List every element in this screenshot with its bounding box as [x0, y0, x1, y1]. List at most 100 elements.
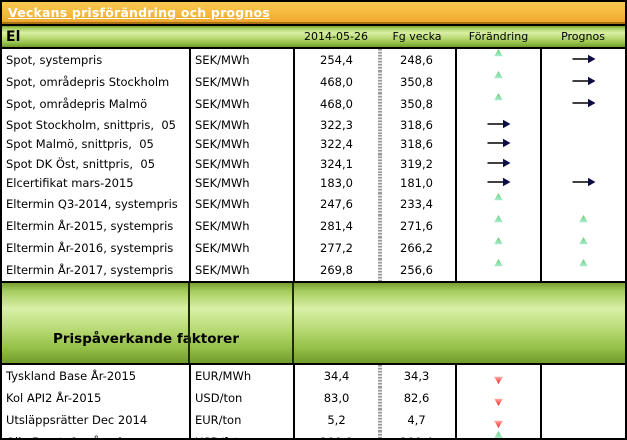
table-row: Elcertifikat mars-2015 SEK/MWh 183,0 181,0	[2, 173, 625, 193]
change-cell	[455, 71, 541, 93]
table-row: Spot, systempris SEK/MWh 254,4 248,6	[2, 48, 625, 71]
right-arrow-icon	[487, 119, 511, 129]
section-el-rows: Spot, systempris SEK/MWh 254,4 248,6 Spot, o…	[2, 48, 625, 282]
change-cell	[455, 237, 541, 259]
current-value: 109,9	[293, 431, 378, 438]
section-faktorer-header: Prispåverkande faktorer	[2, 281, 625, 365]
prognosis-cell	[540, 48, 625, 71]
column-header-prognosis: Prognos	[541, 24, 625, 49]
table-row: Utsläppsrätter Dec 2014 EUR/ton 5,2 4,7	[2, 409, 625, 431]
change-cell	[455, 409, 541, 431]
change-cell	[455, 431, 541, 438]
prognosis-cell	[540, 259, 625, 282]
prognosis-cell	[540, 173, 625, 193]
current-value: 468,0	[293, 93, 378, 115]
table-row: Kol API2 År-2015 USD/ton 83,0 82,6	[2, 387, 625, 409]
up-arrow-icon	[493, 49, 504, 68]
row-unit: SEK/MWh	[189, 173, 294, 193]
current-value: 322,3	[293, 115, 378, 135]
row-label: Spot Malmö, snittpris, 05	[6, 137, 154, 152]
previous-value: 256,6	[378, 259, 456, 282]
row-unit: SEK/MWh	[189, 154, 294, 174]
row-unit: SEK/MWh	[189, 134, 294, 154]
current-value: 254,4	[293, 48, 378, 71]
change-cell	[455, 134, 541, 154]
change-cell	[455, 259, 541, 282]
change-cell	[455, 173, 541, 193]
table-header-row: El 2014-05-26 Fg vecka Förändring Progno…	[2, 24, 625, 49]
section-faktorer-label: Prispåverkande faktorer	[2, 281, 625, 365]
prognosis-cell	[540, 215, 625, 237]
up-arrow-icon	[493, 259, 504, 278]
table-row: Spot DK Öst, snittpris, 05 SEK/MWh 324,1 31…	[2, 154, 625, 174]
section-el-label: El	[2, 24, 294, 49]
right-arrow-icon	[572, 54, 596, 64]
table-row: Tyskland Base År-2015 EUR/MWh 34,4 34,3	[2, 364, 625, 387]
current-value: 277,2	[293, 237, 378, 259]
row-label: Tyskland Base År-2015	[6, 369, 137, 383]
prognosis-cell	[540, 409, 625, 431]
table-row: Spot, områdepris Malmö SEK/MWh 468,0 350,8	[2, 93, 625, 115]
table-row: Eltermin År-2015, systempris SEK/MWh 281,4…	[2, 215, 625, 237]
column-header-date: 2014-05-26	[294, 24, 378, 49]
column-header-change: Förändring	[456, 24, 541, 49]
row-label: Eltermin År-2015, systempris	[6, 219, 174, 233]
table-row: Spot Stockholm, snittpris, 05 SEK/MWh 322,…	[2, 115, 625, 135]
up-arrow-icon	[578, 215, 589, 234]
prognosis-cell	[540, 364, 625, 387]
prognosis-cell	[540, 387, 625, 409]
right-arrow-icon	[572, 177, 596, 187]
previous-value: 248,6	[378, 48, 456, 71]
change-cell	[455, 364, 541, 387]
row-unit: USD/ton	[189, 387, 294, 409]
up-arrow-icon	[493, 93, 504, 112]
section-header-row: Prispåverkande faktorer	[2, 281, 625, 365]
table-row: Olja Brent, 1 månadUSD/fat109,9109,4	[2, 431, 625, 438]
previous-value: 82,6	[378, 387, 456, 409]
prognosis-cell	[540, 431, 625, 438]
row-unit: SEK/MWh	[189, 237, 294, 259]
table-row: Eltermin År-2017, systempris SEK/MWh 269,8…	[2, 259, 625, 282]
current-value: 5,2	[293, 409, 378, 431]
row-unit: SEK/MWh	[189, 259, 294, 282]
row-label: Eltermin År-2017, systempris	[6, 263, 174, 277]
right-arrow-icon	[487, 138, 511, 148]
row-label: Spot, systempris	[6, 53, 103, 67]
row-label: Olja Brent, 1 månad	[2, 431, 190, 438]
up-arrow-icon	[578, 237, 589, 256]
row-label: Eltermin År-2016, systempris	[6, 241, 174, 255]
previous-value: 318,6	[378, 115, 456, 135]
table-row: Spot, områdepris Stockholm SEK/MWh 468,0 35…	[2, 71, 625, 93]
right-arrow-icon	[572, 98, 596, 108]
up-arrow-icon	[493, 193, 504, 212]
section-faktorer-title: Prispåverkande faktorer	[53, 331, 239, 347]
change-cell	[455, 387, 541, 409]
row-unit: USD/fat	[189, 431, 294, 438]
prognosis-cell	[540, 237, 625, 259]
change-cell	[455, 193, 541, 215]
row-label: Spot Stockholm, snittpris, 05	[6, 117, 176, 132]
section-faktorer-rows: Tyskland Base År-2015 EUR/MWh 34,4 34,3 Kol …	[2, 364, 625, 438]
change-cell	[455, 93, 541, 115]
row-unit: SEK/MWh	[189, 71, 294, 93]
current-value: 468,0	[293, 71, 378, 93]
report-title: Veckans prisförändring och prognos	[8, 4, 270, 20]
row-unit: EUR/ton	[189, 409, 294, 431]
prognosis-cell	[540, 115, 625, 135]
grid-line	[292, 283, 294, 363]
right-arrow-icon	[487, 158, 511, 168]
previous-value: 181,0	[378, 173, 456, 193]
row-unit: SEK/MWh	[189, 93, 294, 115]
row-unit: SEK/MWh	[189, 115, 294, 135]
up-arrow-icon	[493, 237, 504, 256]
change-cell	[455, 154, 541, 174]
current-value: 247,6	[293, 193, 378, 215]
down-arrow-icon	[493, 365, 504, 384]
current-value: 183,0	[293, 173, 378, 193]
row-label: Elcertifikat mars-2015	[6, 176, 134, 191]
down-arrow-icon	[493, 409, 504, 428]
prognosis-cell	[540, 154, 625, 174]
current-value: 269,8	[293, 259, 378, 282]
current-value: 324,1	[293, 154, 378, 174]
row-unit: SEK/MWh	[189, 48, 294, 71]
